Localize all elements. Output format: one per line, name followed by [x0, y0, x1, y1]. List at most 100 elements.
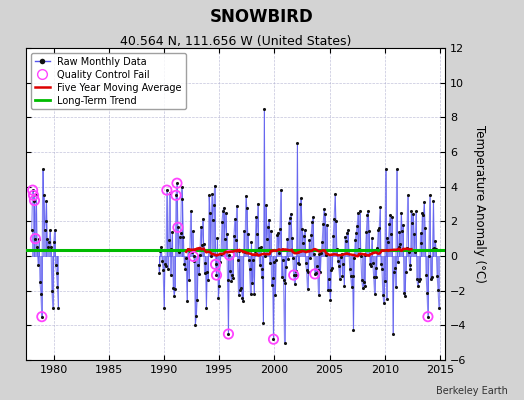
- Point: [266, 260, 274, 266]
- Point: [184, 246, 192, 252]
- Point: [290, 272, 298, 278]
- Point: [207, 252, 215, 259]
- Point: [435, 305, 443, 311]
- Point: [397, 210, 406, 216]
- Point: [51, 262, 60, 268]
- Point: [311, 271, 319, 277]
- Point: [357, 252, 365, 259]
- Point: [340, 283, 348, 290]
- Point: [379, 300, 388, 306]
- Point: [291, 272, 300, 278]
- Point: [261, 253, 269, 260]
- Point: [214, 294, 223, 301]
- Point: [288, 235, 296, 241]
- Point: [244, 230, 252, 237]
- Point: [231, 216, 239, 222]
- Point: [322, 252, 330, 258]
- Point: [395, 244, 403, 250]
- Point: [406, 266, 414, 272]
- Point: [324, 276, 333, 282]
- Point: [305, 237, 313, 243]
- Point: [258, 266, 267, 272]
- Point: [431, 238, 440, 244]
- Point: [28, 227, 36, 233]
- Point: [388, 214, 396, 220]
- Point: [320, 206, 328, 212]
- Point: [410, 231, 418, 238]
- Point: [403, 192, 412, 198]
- Point: [182, 255, 190, 262]
- Point: [409, 211, 418, 217]
- Point: [312, 263, 321, 269]
- Point: [357, 277, 366, 283]
- Point: [311, 271, 319, 277]
- Point: [297, 195, 305, 201]
- Point: [168, 229, 177, 235]
- Point: [313, 267, 322, 274]
- Point: [250, 291, 258, 298]
- Point: [256, 262, 264, 268]
- Point: [31, 236, 40, 242]
- Point: [28, 187, 37, 193]
- Point: [211, 182, 219, 189]
- Point: [48, 288, 56, 294]
- Point: [406, 262, 414, 268]
- Point: [28, 187, 37, 193]
- Point: [306, 255, 314, 262]
- Point: [39, 166, 47, 172]
- Point: [346, 266, 354, 272]
- Point: [385, 221, 394, 228]
- Point: [407, 208, 416, 214]
- Point: [52, 270, 61, 276]
- Point: [362, 229, 370, 235]
- Point: [316, 269, 324, 275]
- Point: [350, 255, 358, 261]
- Point: [337, 250, 346, 257]
- Point: [237, 285, 246, 292]
- Point: [265, 217, 273, 223]
- Point: [420, 198, 429, 205]
- Point: [35, 236, 43, 242]
- Point: [347, 284, 356, 290]
- Point: [401, 293, 409, 299]
- Point: [213, 234, 222, 241]
- Point: [226, 268, 234, 274]
- Point: [215, 282, 223, 289]
- Point: [408, 219, 417, 226]
- Point: [365, 228, 373, 234]
- Point: [269, 336, 278, 342]
- Point: [212, 272, 221, 278]
- Point: [155, 262, 163, 268]
- Point: [33, 244, 41, 250]
- Point: [185, 249, 194, 256]
- Point: [289, 254, 297, 261]
- Point: [303, 286, 312, 292]
- Point: [299, 240, 307, 246]
- Point: [417, 230, 425, 236]
- Point: [179, 234, 188, 240]
- Point: [220, 204, 228, 211]
- Point: [396, 241, 405, 247]
- Point: [256, 244, 265, 250]
- Point: [427, 276, 435, 282]
- Point: [39, 192, 48, 198]
- Point: [270, 258, 279, 265]
- Point: [192, 313, 201, 320]
- Point: [196, 224, 205, 230]
- Point: [198, 242, 206, 248]
- Point: [416, 276, 424, 282]
- Point: [334, 258, 342, 264]
- Point: [421, 225, 429, 232]
- Point: [224, 331, 233, 337]
- Point: [378, 266, 386, 272]
- Point: [321, 211, 329, 217]
- Point: [54, 305, 62, 311]
- Point: [307, 232, 315, 239]
- Point: [264, 224, 272, 230]
- Point: [413, 276, 421, 282]
- Point: [236, 286, 245, 293]
- Point: [248, 280, 257, 286]
- Point: [301, 260, 310, 266]
- Point: [170, 293, 178, 299]
- Point: [173, 180, 181, 186]
